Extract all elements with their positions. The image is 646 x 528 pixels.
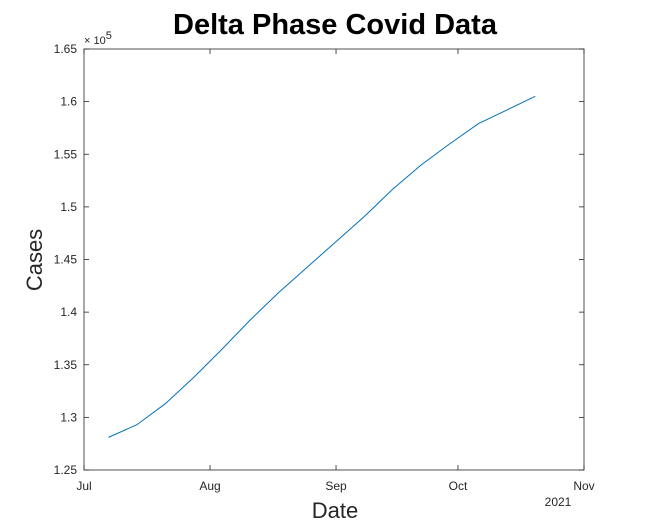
- y-exponent-base: × 10: [84, 35, 106, 47]
- y-exponent: × 105: [84, 30, 112, 47]
- x-tick-label: Jul: [76, 479, 91, 493]
- y-tick-label: 1.4: [60, 305, 77, 319]
- x-tick-label: Nov: [573, 479, 594, 493]
- series-line: [108, 95, 536, 438]
- y-tick-label: 1.6: [60, 95, 77, 109]
- y-tick-label: 1.3: [60, 410, 77, 424]
- plot-area: [83, 48, 585, 471]
- x-tick-label: Sep: [325, 479, 347, 493]
- y-tick-label: 1.65: [54, 42, 78, 56]
- x-tick-label: Aug: [199, 479, 220, 493]
- y-tick-label: 1.35: [54, 358, 78, 372]
- x-tick-label: Oct: [449, 479, 468, 493]
- x-year-label: 2021: [545, 495, 572, 509]
- y-exponent-power: 5: [106, 30, 112, 42]
- x-axis-ticks: Jul Aug Sep Oct Nov: [76, 49, 595, 493]
- chart-title: Delta Phase Covid Data: [173, 9, 498, 41]
- x-axis-label: Date: [312, 498, 358, 523]
- y-tick-label: 1.55: [54, 147, 78, 161]
- y-tick-label: 1.5: [60, 200, 77, 214]
- y-axis-label: Cases: [22, 229, 47, 291]
- y-tick-label: 1.25: [54, 463, 78, 477]
- y-axis-ticks: 1.25 1.3 1.35 1.4 1.45 1.5 1.55 1.6 1.65: [54, 42, 584, 477]
- y-tick-label: 1.45: [54, 253, 78, 267]
